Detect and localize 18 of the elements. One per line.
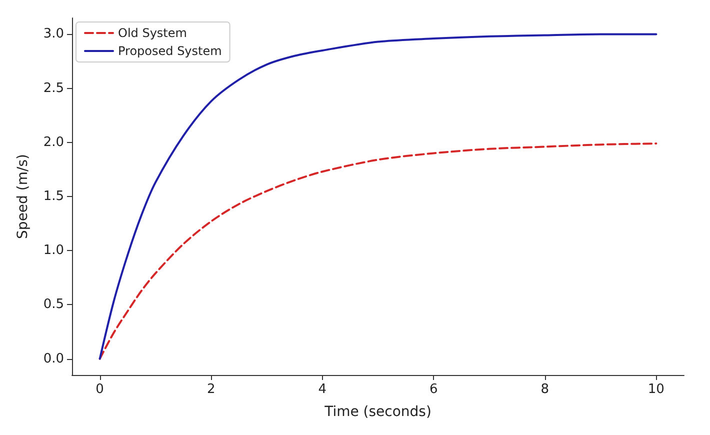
- x-tick-label: 2: [206, 382, 216, 397]
- y-tick-label: 1.0: [43, 243, 64, 258]
- y-tick-label: 1.5: [43, 189, 64, 204]
- line-series: [98, 142, 658, 360]
- y-axis-title: Speed (m/s): [15, 154, 31, 239]
- legend-label: Old System: [118, 26, 187, 40]
- y-tick-label: 2.0: [43, 134, 64, 150]
- y-tick-label: 0.5: [43, 297, 64, 312]
- x-axis-title: Time (seconds): [324, 404, 432, 420]
- y-tick-label: 0.0: [43, 351, 64, 366]
- y-tick-label: 3.0: [43, 26, 64, 42]
- x-tick-label: 8: [540, 382, 550, 397]
- x-tick-label: 4: [318, 382, 327, 397]
- legend-label: Proposed System: [118, 44, 222, 58]
- y-tick-label: 2.5: [43, 80, 64, 96]
- x-tick-label: 10: [648, 382, 664, 397]
- x-tick-label: 0: [96, 382, 104, 397]
- x-tick-label: 6: [429, 382, 438, 397]
